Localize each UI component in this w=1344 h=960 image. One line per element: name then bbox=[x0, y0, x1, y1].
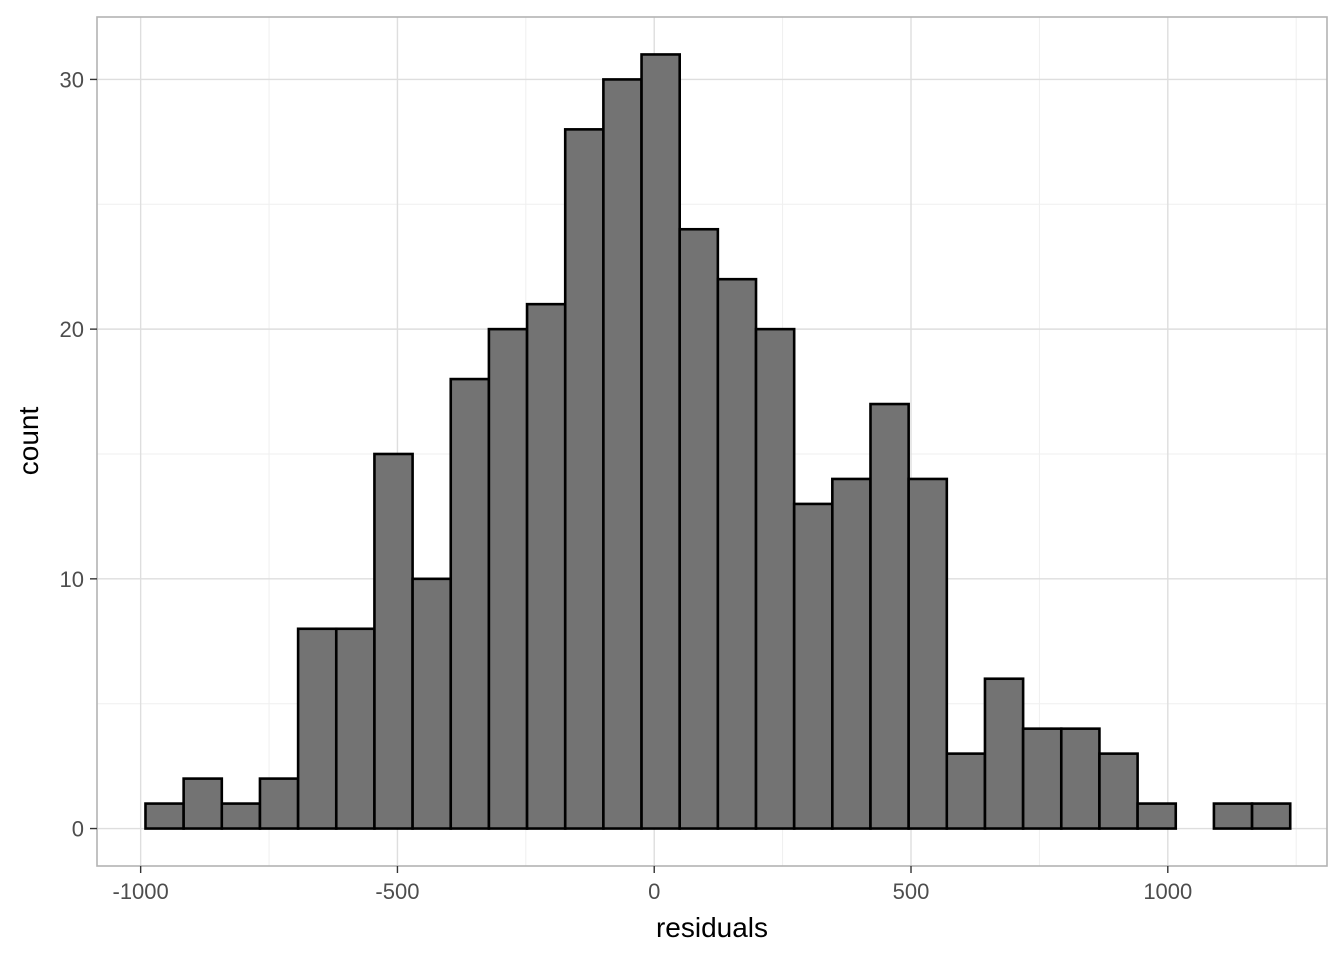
histogram-bar bbox=[296, 627, 338, 830]
x-axis-ticks bbox=[139, 866, 1169, 873]
histogram-bar bbox=[449, 377, 491, 830]
x-axis-tick-labels: -1000 -500 0 500 1000 bbox=[113, 879, 1193, 904]
histogram-bar bbox=[792, 502, 834, 830]
x-tick-label: -500 bbox=[375, 879, 419, 904]
y-tick-label: 0 bbox=[72, 817, 84, 842]
y-axis-tick-labels: 0 10 20 30 bbox=[60, 67, 84, 841]
histogram-bar bbox=[678, 227, 720, 830]
x-axis-title: residuals bbox=[656, 912, 768, 943]
histogram-bar bbox=[373, 452, 414, 830]
y-axis-title: count bbox=[13, 407, 44, 476]
histogram-bar bbox=[1136, 802, 1178, 830]
x-tick-label: 1000 bbox=[1143, 879, 1192, 904]
panel-border bbox=[96, 16, 1328, 867]
y-axis-ticks bbox=[90, 78, 97, 830]
histogram-bar bbox=[144, 802, 185, 830]
histogram-bar bbox=[945, 752, 987, 830]
histogram-bar bbox=[1059, 727, 1101, 830]
histogram-bar bbox=[334, 627, 376, 830]
histogram-bar bbox=[1021, 727, 1063, 830]
x-tick-label: -1000 bbox=[113, 879, 169, 904]
y-tick-label: 30 bbox=[60, 67, 84, 92]
histogram-bar bbox=[182, 777, 224, 830]
x-tick-label: 0 bbox=[648, 879, 660, 904]
histogram-bar bbox=[220, 802, 262, 830]
histogram-bars bbox=[144, 53, 1292, 830]
y-tick-label: 20 bbox=[60, 317, 84, 342]
histogram-bar bbox=[907, 477, 949, 830]
histogram-bar bbox=[563, 128, 605, 830]
x-tick-label: 500 bbox=[893, 879, 930, 904]
histogram-bar bbox=[1212, 802, 1254, 830]
histogram-bar bbox=[716, 277, 758, 830]
histogram-bar bbox=[258, 777, 300, 830]
histogram-bar bbox=[1098, 752, 1139, 830]
histogram-bar bbox=[869, 402, 910, 830]
histogram-bar bbox=[754, 327, 796, 830]
histogram-bar bbox=[983, 677, 1025, 830]
histogram-bar bbox=[602, 78, 643, 830]
histogram-bar bbox=[640, 53, 681, 830]
histogram-bar bbox=[411, 577, 453, 830]
histogram-bar bbox=[831, 477, 872, 830]
histogram-bar bbox=[1250, 802, 1292, 830]
histogram-bar bbox=[525, 302, 567, 830]
y-tick-label: 10 bbox=[60, 567, 84, 592]
histogram-bar bbox=[487, 327, 529, 830]
